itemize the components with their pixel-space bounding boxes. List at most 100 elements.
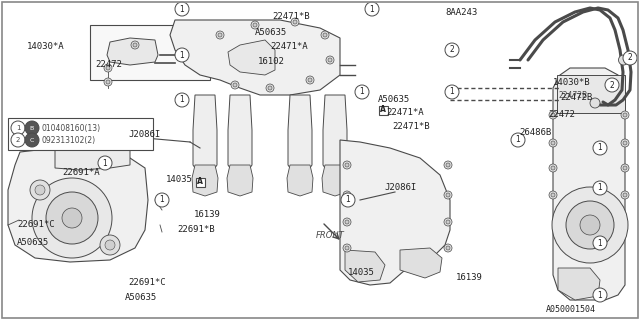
Circle shape [343, 161, 351, 169]
Circle shape [566, 201, 614, 249]
Text: A: A [380, 106, 386, 115]
Text: 22472: 22472 [95, 60, 122, 69]
Circle shape [326, 56, 334, 64]
Circle shape [623, 166, 627, 170]
Circle shape [621, 164, 629, 172]
Text: 22691*C: 22691*C [17, 220, 54, 229]
Polygon shape [345, 250, 385, 282]
Circle shape [25, 133, 39, 147]
Text: 22471*A: 22471*A [270, 42, 308, 51]
Circle shape [621, 139, 629, 147]
Circle shape [343, 191, 351, 199]
Circle shape [104, 64, 112, 72]
Circle shape [251, 21, 259, 29]
Text: 2: 2 [628, 53, 632, 62]
Circle shape [593, 141, 607, 155]
Circle shape [175, 2, 189, 16]
Text: 1: 1 [598, 238, 602, 247]
Circle shape [131, 41, 139, 49]
Polygon shape [228, 40, 275, 75]
Circle shape [231, 81, 239, 89]
Text: A50635: A50635 [378, 95, 410, 104]
Circle shape [308, 78, 312, 82]
Polygon shape [553, 68, 625, 300]
Polygon shape [340, 140, 450, 285]
Circle shape [266, 84, 274, 92]
Text: 092313102(2): 092313102(2) [42, 135, 96, 145]
Circle shape [104, 78, 112, 86]
Text: 22471*B: 22471*B [392, 122, 429, 131]
Circle shape [446, 163, 450, 167]
Circle shape [549, 111, 557, 119]
Circle shape [30, 180, 50, 200]
Text: 1: 1 [598, 143, 602, 153]
Circle shape [621, 111, 629, 119]
Circle shape [551, 113, 555, 117]
Circle shape [35, 185, 45, 195]
Circle shape [253, 23, 257, 27]
Text: 22471*B: 22471*B [272, 12, 310, 21]
Circle shape [175, 48, 189, 62]
Text: 22472B: 22472B [559, 91, 588, 100]
Circle shape [11, 133, 25, 147]
Text: J2086I: J2086I [128, 130, 160, 139]
Bar [557, 75, 625, 113]
Circle shape [593, 181, 607, 195]
Text: J2086I: J2086I [384, 183, 416, 192]
Circle shape [593, 236, 607, 250]
Text: 22691*A: 22691*A [62, 168, 100, 177]
Text: 16139: 16139 [194, 210, 221, 219]
Circle shape [345, 220, 349, 224]
Circle shape [551, 141, 555, 145]
Circle shape [618, 55, 628, 65]
Text: A50635: A50635 [17, 238, 49, 247]
Polygon shape [558, 268, 600, 300]
Text: 2: 2 [450, 45, 454, 54]
Text: 8AA243: 8AA243 [445, 8, 477, 17]
Circle shape [345, 246, 349, 250]
Text: 1: 1 [16, 125, 20, 131]
Text: 1: 1 [180, 4, 184, 13]
Circle shape [511, 133, 525, 147]
Circle shape [445, 43, 459, 57]
Circle shape [345, 163, 349, 167]
Text: 14030*A: 14030*A [27, 42, 65, 51]
Text: 22472B: 22472B [560, 93, 592, 102]
Text: 1: 1 [159, 196, 164, 204]
Text: C: C [30, 138, 34, 142]
Circle shape [549, 191, 557, 199]
Circle shape [343, 244, 351, 252]
Text: 14035: 14035 [348, 268, 375, 277]
Circle shape [155, 193, 169, 207]
Circle shape [46, 192, 98, 244]
Circle shape [306, 76, 314, 84]
Polygon shape [322, 165, 348, 196]
Text: 2: 2 [610, 81, 614, 90]
Polygon shape [288, 95, 312, 175]
Polygon shape [323, 95, 347, 175]
Polygon shape [193, 95, 217, 175]
Circle shape [365, 2, 379, 16]
Circle shape [355, 85, 369, 99]
Circle shape [444, 191, 452, 199]
Text: 1: 1 [370, 4, 374, 13]
Circle shape [268, 86, 272, 90]
Text: 22471*A: 22471*A [386, 108, 424, 117]
Circle shape [175, 93, 189, 107]
Circle shape [446, 220, 450, 224]
Circle shape [218, 33, 222, 37]
Circle shape [446, 193, 450, 197]
Text: 22691*B: 22691*B [177, 225, 214, 234]
Text: 14030*B: 14030*B [553, 78, 591, 87]
Polygon shape [170, 20, 340, 95]
Circle shape [62, 208, 82, 228]
Text: 010408160(13): 010408160(13) [42, 124, 101, 132]
Circle shape [341, 193, 355, 207]
Text: 16102: 16102 [258, 57, 285, 66]
Circle shape [216, 31, 224, 39]
Text: 1: 1 [102, 158, 108, 167]
Text: 1: 1 [516, 135, 520, 145]
Text: 22691*C: 22691*C [128, 278, 166, 287]
Circle shape [233, 83, 237, 87]
Circle shape [551, 193, 555, 197]
